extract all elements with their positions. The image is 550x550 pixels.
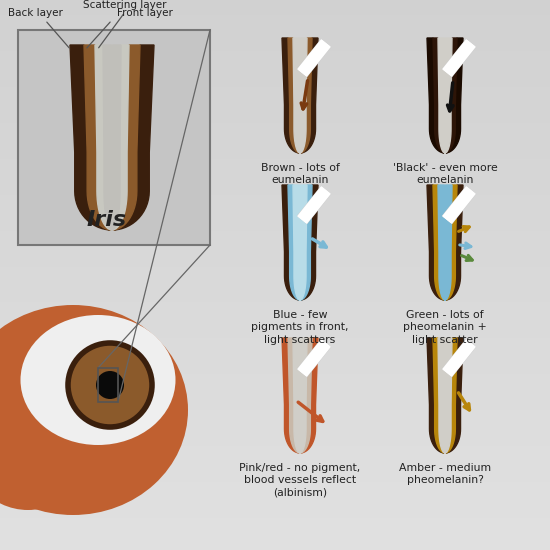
Polygon shape bbox=[427, 338, 463, 453]
Text: Green - lots of
pheomelanin +
light scatter: Green - lots of pheomelanin + light scat… bbox=[403, 310, 487, 345]
Text: Front layer: Front layer bbox=[117, 8, 173, 18]
Polygon shape bbox=[282, 185, 318, 300]
Text: Blue - few
pigments in front,
light scatters: Blue - few pigments in front, light scat… bbox=[251, 310, 349, 345]
Ellipse shape bbox=[0, 305, 188, 515]
Polygon shape bbox=[293, 338, 307, 453]
Polygon shape bbox=[293, 38, 307, 153]
Ellipse shape bbox=[0, 350, 98, 510]
Polygon shape bbox=[84, 45, 140, 230]
Polygon shape bbox=[282, 38, 318, 153]
Polygon shape bbox=[293, 185, 307, 300]
Polygon shape bbox=[427, 38, 463, 153]
Polygon shape bbox=[103, 45, 121, 230]
Ellipse shape bbox=[20, 315, 175, 445]
Polygon shape bbox=[288, 185, 312, 300]
Polygon shape bbox=[433, 185, 457, 300]
Text: 'Black' - even more
eumelanin: 'Black' - even more eumelanin bbox=[393, 163, 497, 185]
Text: Iris: Iris bbox=[87, 210, 127, 230]
Polygon shape bbox=[438, 185, 452, 300]
Text: Brown - lots of
eumelanin: Brown - lots of eumelanin bbox=[261, 163, 339, 185]
Polygon shape bbox=[438, 338, 452, 453]
Polygon shape bbox=[288, 338, 312, 453]
Polygon shape bbox=[282, 338, 318, 453]
Circle shape bbox=[96, 371, 124, 399]
Polygon shape bbox=[95, 45, 129, 230]
Polygon shape bbox=[288, 38, 312, 153]
Polygon shape bbox=[70, 45, 154, 230]
Polygon shape bbox=[433, 38, 457, 153]
Polygon shape bbox=[433, 338, 457, 453]
Polygon shape bbox=[438, 38, 452, 153]
Text: Pink/red - no pigment,
blood vessels reflect
(albinism): Pink/red - no pigment, blood vessels ref… bbox=[239, 463, 361, 498]
FancyBboxPatch shape bbox=[18, 30, 210, 245]
Circle shape bbox=[68, 343, 152, 427]
Bar bbox=[98, 368, 118, 402]
Text: Scattering layer: Scattering layer bbox=[83, 0, 167, 10]
Polygon shape bbox=[427, 185, 463, 300]
Text: Back layer: Back layer bbox=[8, 8, 63, 18]
Text: Amber - medium
pheomelanin?: Amber - medium pheomelanin? bbox=[399, 463, 491, 486]
